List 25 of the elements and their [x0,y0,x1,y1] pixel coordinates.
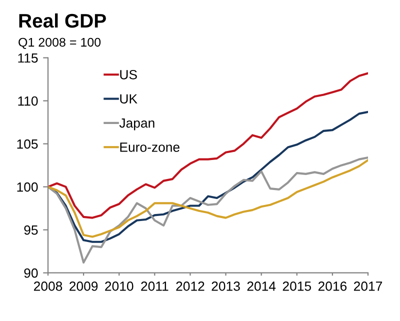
x-tick-label: 2012 [176,282,204,291]
x-tick-label: 2015 [282,282,312,291]
y-tick-label: 105 [17,139,38,149]
legend-label: Euro-zone [120,142,180,152]
x-tick-label: 2014 [247,282,276,291]
x-tick-label: 2011 [141,282,168,291]
line-series [48,159,368,238]
x-tick-label: 2009 [70,282,98,291]
y-tick-label: 110 [18,96,38,106]
chart-title: Real GDP [19,13,106,28]
x-tick-label: 2013 [212,282,240,291]
y-tick-label: 90 [24,268,38,278]
chart-subtitle: Q1 2008 = 100 [18,38,101,49]
legend-label: Japan [119,118,154,130]
x-tick-label: 2017 [354,282,382,291]
y-tick-label: 95 [24,225,38,235]
legend-label: UK [120,94,138,104]
y-tick-label: 100 [17,182,38,192]
legend-label: US [120,70,137,80]
line-series [48,72,368,219]
x-tick-label: 2010 [105,282,134,291]
y-tick-label: 115 [18,53,38,63]
x-tick-label: 2016 [318,282,347,291]
line-series [48,156,368,264]
x-tick-label: 2008 [34,282,62,291]
